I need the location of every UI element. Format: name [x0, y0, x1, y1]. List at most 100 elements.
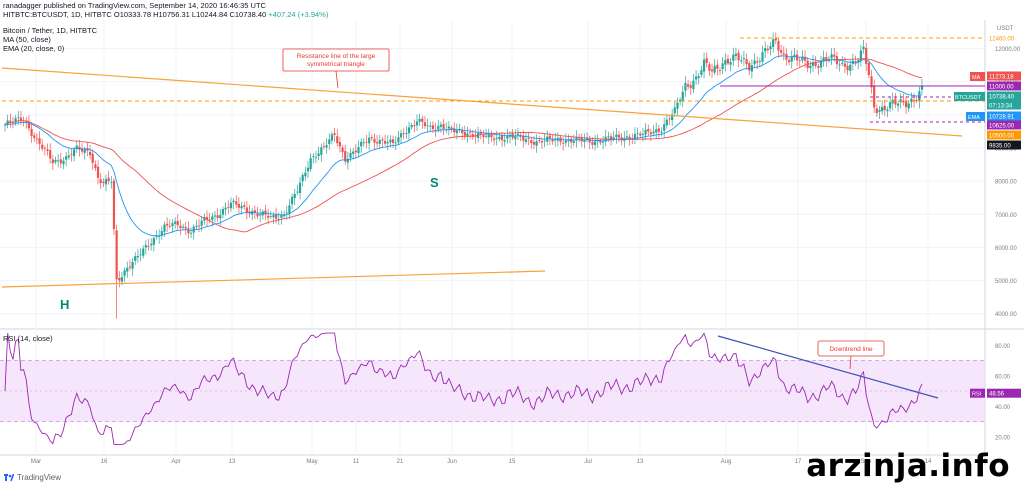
candle — [535, 134, 538, 153]
candle-body — [434, 129, 437, 131]
candle-body — [328, 139, 331, 145]
candle — [370, 134, 373, 141]
candle — [205, 210, 209, 227]
candle-body — [857, 60, 860, 63]
candle-body — [150, 243, 153, 246]
candle-body — [692, 80, 695, 90]
candle-body — [676, 102, 679, 109]
candle-body — [373, 138, 376, 143]
candle — [354, 144, 357, 159]
price-tick-label: 8000.00 — [995, 180, 1017, 186]
candle — [540, 137, 544, 149]
candle-body — [772, 39, 775, 47]
time-tick-label: 11 — [353, 459, 360, 465]
candle — [625, 130, 629, 140]
candle-body — [591, 142, 594, 145]
rsi-tick-label: 80.00 — [995, 344, 1011, 350]
candle-body — [846, 65, 849, 71]
candle-body — [174, 221, 177, 224]
candle-body — [62, 160, 65, 165]
candle-body — [158, 236, 161, 238]
candle — [875, 104, 878, 118]
candle-body — [461, 129, 464, 133]
candle — [360, 138, 363, 154]
candle-body — [793, 54, 796, 57]
candle — [320, 143, 323, 162]
tradingview-logo[interactable]: TradingView — [4, 473, 61, 482]
candle — [195, 219, 198, 230]
candle — [99, 172, 102, 189]
candle-body — [442, 123, 445, 130]
candle — [152, 236, 155, 252]
candle-body — [112, 180, 116, 230]
candle-body — [293, 193, 296, 199]
candle — [655, 122, 658, 139]
candle-body — [219, 215, 222, 219]
candle — [224, 202, 227, 216]
resistance-note-line1: Resistance line of the large — [297, 53, 376, 60]
candle-body — [564, 140, 567, 143]
candle — [870, 69, 873, 94]
candle — [679, 97, 682, 106]
candle — [838, 60, 841, 72]
candle-body — [599, 140, 602, 143]
candle-body — [33, 135, 36, 138]
candle — [232, 198, 235, 210]
candle-body — [453, 128, 456, 133]
candle-body — [843, 63, 847, 67]
candle — [59, 152, 62, 169]
candle — [128, 259, 132, 271]
candle — [705, 52, 708, 68]
candle-body — [527, 138, 530, 139]
candle-body — [883, 105, 886, 110]
rsi-legend[interactable]: RSI (14, close) — [3, 334, 53, 343]
candle — [203, 213, 206, 225]
price-tick-label: 5000.00 — [995, 279, 1017, 285]
candle-body — [176, 221, 179, 226]
candle — [492, 132, 496, 146]
symbol-label: HITBTC:BTCUSDT, 1D, HITBTC — [3, 10, 112, 19]
candle-body — [756, 61, 759, 63]
candle-body — [495, 137, 498, 139]
candle-body — [607, 136, 610, 138]
rsi-value-label-bg — [987, 388, 1021, 398]
candle — [708, 62, 711, 76]
candle — [227, 200, 230, 214]
candle — [769, 41, 772, 56]
candle — [418, 113, 421, 127]
candle-body — [120, 277, 124, 282]
resistance-callout-pointer — [335, 70, 339, 89]
candle — [402, 128, 405, 140]
candle-body — [830, 54, 833, 59]
candle-body — [383, 140, 387, 144]
candle-body — [862, 46, 865, 50]
price-tick-label: 4000.00 — [995, 312, 1017, 318]
ma-legend[interactable]: MA (50, close) — [3, 35, 51, 44]
candle — [819, 55, 823, 73]
candle — [179, 219, 182, 235]
candle — [811, 55, 815, 73]
candle-body — [309, 158, 312, 170]
candle-body — [859, 50, 862, 62]
candle — [243, 201, 246, 210]
candle-body — [344, 151, 347, 162]
candle — [410, 122, 413, 130]
candle-body — [543, 140, 546, 142]
candle-body — [314, 157, 318, 159]
candle — [742, 51, 746, 66]
candle — [442, 119, 445, 136]
candle-body — [567, 139, 570, 142]
candle — [907, 100, 910, 113]
candle-body — [280, 214, 283, 218]
candle — [184, 221, 187, 236]
candle — [365, 134, 368, 149]
candle-body — [272, 215, 275, 218]
candle — [822, 50, 825, 67]
candle-body — [873, 86, 876, 108]
candle-body — [96, 166, 100, 178]
candle — [415, 114, 419, 131]
candle — [846, 62, 849, 76]
ema-legend[interactable]: EMA (20, close, 0) — [3, 44, 65, 53]
candle — [766, 45, 769, 54]
